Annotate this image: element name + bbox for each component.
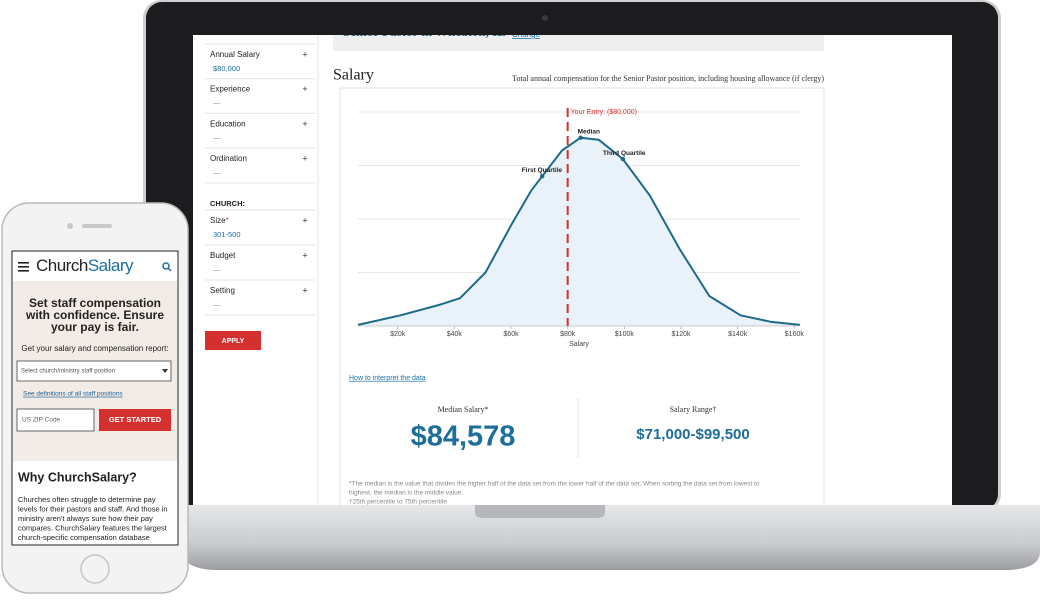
hamburger-icon[interactable] xyxy=(18,262,29,272)
select-placeholder: Select church/ministry staff position xyxy=(21,369,115,375)
interpret-link[interactable]: How to interpret the data xyxy=(349,375,426,382)
curve xyxy=(357,136,801,326)
filter-label-text: Budget xyxy=(210,251,236,260)
chart: $20k $40k $60k $80k $100k $120k $140k $160k Sala… xyxy=(357,108,805,348)
phone-speaker xyxy=(82,224,112,228)
filter-value: — xyxy=(213,265,221,274)
cta-label: GET STARTED xyxy=(109,415,162,424)
expand-icon[interactable]: + xyxy=(302,84,307,94)
stat-value: $71,000-$99,500 xyxy=(636,426,749,443)
reference-label: Your Entry: ($80,000) xyxy=(571,109,637,116)
filter-value: $80,000 xyxy=(213,64,240,73)
filter-label: Budget xyxy=(210,251,236,260)
stat-label: Median Salary* xyxy=(438,405,489,414)
filter-value: — xyxy=(213,99,221,108)
expand-icon[interactable]: + xyxy=(302,250,307,260)
marker-label: Median xyxy=(578,128,600,135)
sidebar: Annual Salary + $80,000 Experience + — Educati… xyxy=(205,43,315,316)
marker-label: First Quartile xyxy=(522,167,563,174)
area-fill xyxy=(358,137,800,326)
footnote: highest, the median is the middle value. xyxy=(349,490,463,497)
stat-label: Salary Range† xyxy=(670,405,717,414)
position-select[interactable] xyxy=(16,360,172,382)
filter-label: Annual Salary xyxy=(210,50,260,59)
filter-value: — xyxy=(213,133,221,142)
section-subtitle: Total annual compensation for the Senior… xyxy=(512,74,824,83)
filter-label: Ordination xyxy=(210,154,247,163)
hero-line: Set staff compensation xyxy=(29,296,161,310)
laptop-base xyxy=(183,505,1040,570)
hero-line: with confidence. Ensure xyxy=(25,308,164,322)
filter-value: — xyxy=(213,300,221,309)
why-line: compares. ChurchSalary features the larg… xyxy=(18,523,168,532)
x-tick-label: $100k xyxy=(615,331,635,338)
filter-label: Setting xyxy=(210,286,235,295)
stat-value: $84,578 xyxy=(411,421,516,453)
laptop-notch xyxy=(475,505,605,518)
position: Senior Pastor in Wheaton, IL xyxy=(343,24,506,39)
marker-dot xyxy=(539,174,545,179)
expand-icon[interactable]: + xyxy=(302,215,307,225)
camera xyxy=(542,15,548,21)
marker-dot xyxy=(578,135,583,140)
filter-value: — xyxy=(213,168,221,177)
filter-value: 301-500 xyxy=(213,230,241,239)
footnote: *The median is the value that divides th… xyxy=(349,481,760,488)
why-title: Why ChurchSalary? xyxy=(18,470,137,484)
filter-label-text: Ordination xyxy=(210,154,247,163)
search-icon[interactable] xyxy=(162,262,172,272)
apply-label: APPLY xyxy=(222,338,245,345)
filter-label: Education xyxy=(210,120,246,129)
filter-label-text: Setting xyxy=(210,286,235,295)
laptop-screen: Senior Pastor in Wheaton, IL Change Annu… xyxy=(193,24,952,506)
why-line: Churches often struggle to determine pay xyxy=(18,495,156,504)
home-button[interactable] xyxy=(80,554,110,584)
required-mark: * xyxy=(226,216,229,225)
zip-placeholder: US ZIP Code xyxy=(22,417,61,424)
expand-icon[interactable]: + xyxy=(302,119,307,129)
change-link[interactable]: Change xyxy=(512,30,541,39)
why-line: ministry aren't always sure how their pa… xyxy=(18,514,153,523)
filter-label-text: Education xyxy=(210,120,246,129)
hero-line: your pay is fair. xyxy=(51,320,139,334)
church-heading: CHURCH: xyxy=(210,199,245,208)
zip-input[interactable] xyxy=(16,408,95,432)
cta-button[interactable] xyxy=(99,409,171,431)
filter-label: Size* xyxy=(210,216,229,225)
phone-camera xyxy=(67,223,73,229)
why-line: church-specific compensation database xyxy=(18,533,150,542)
x-tick-label: $140k xyxy=(728,331,748,338)
filter-label: Experience xyxy=(210,85,251,94)
apply-button[interactable] xyxy=(205,331,261,350)
x-tick-label: $160k xyxy=(785,331,805,338)
x-axis-label: Salary xyxy=(569,341,589,348)
filter-label-text: Size xyxy=(210,216,226,225)
report-prompt: Get your salary and compensation report: xyxy=(21,344,168,353)
filter-label-text: Annual Salary xyxy=(210,50,260,59)
expand-icon[interactable]: + xyxy=(302,285,307,295)
why-line: levels for their pastors and staff. And … xyxy=(18,504,168,513)
x-tick-label: $60k xyxy=(503,331,519,338)
x-tick-label: $20k xyxy=(390,331,406,338)
expand-icon[interactable]: + xyxy=(302,49,307,59)
marker-label: Third Quartile xyxy=(603,150,646,157)
select-arrow xyxy=(162,369,168,373)
footnote: †25th percentile to 75th percentile xyxy=(349,499,447,506)
filter-label-text: Experience xyxy=(210,85,251,94)
expand-icon[interactable]: + xyxy=(302,153,307,163)
brand-second: Salary xyxy=(88,256,134,275)
brand: ChurchSalary xyxy=(36,256,134,275)
why-text: Churches often struggle to determine pay… xyxy=(18,495,168,542)
definitions-link[interactable]: See definitions of all staff positions xyxy=(23,391,123,398)
section-title: Salary xyxy=(333,67,374,84)
x-tick-label: $80k xyxy=(560,331,576,338)
position-box xyxy=(333,35,824,51)
marker-dot xyxy=(620,156,626,162)
x-tick-label: $120k xyxy=(671,331,691,338)
brand-first: Church xyxy=(36,256,88,275)
x-tick-label: $40k xyxy=(447,331,463,338)
